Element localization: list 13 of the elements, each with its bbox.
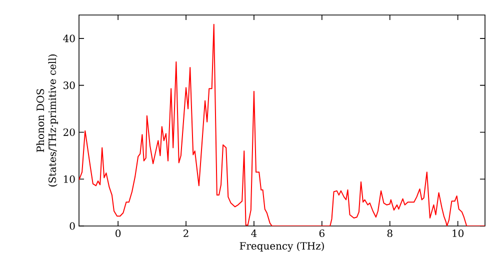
x-tick-label: 4 bbox=[251, 230, 257, 237]
y-tick-label: 40 bbox=[63, 34, 75, 42]
x-axis-title: Frequency (THz) bbox=[240, 242, 324, 252]
y-tick-label: 30 bbox=[64, 82, 75, 90]
y-tick-label: 0 bbox=[70, 222, 75, 230]
x-tick-label: 6 bbox=[319, 230, 324, 238]
x-tick-label: 10 bbox=[452, 230, 464, 238]
y-axis-title: Phonon DOS (States/THz·primitive cell) bbox=[36, 54, 58, 186]
y-tick-label: 20 bbox=[63, 128, 75, 136]
y-tick-label: 10 bbox=[64, 175, 75, 183]
x-tick-label: 0 bbox=[116, 230, 121, 238]
x-tick-label: 8 bbox=[387, 230, 392, 238]
x-tick-label: 2 bbox=[184, 230, 188, 237]
